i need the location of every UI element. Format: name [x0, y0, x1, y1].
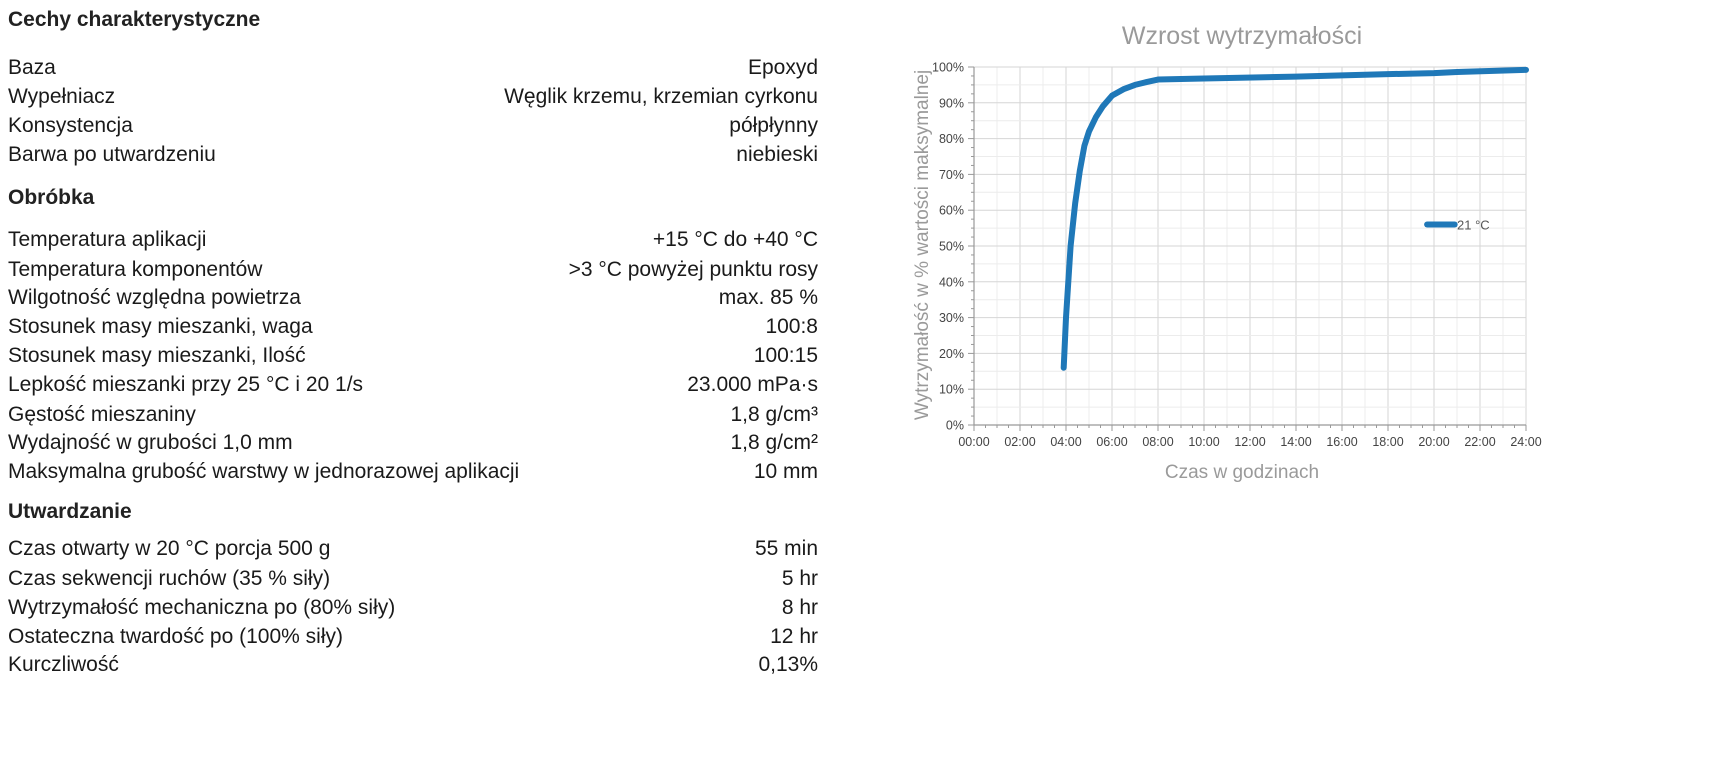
- property-row: Kurczliwość 0,13%: [8, 653, 818, 683]
- property-value: 10 mm: [753, 460, 818, 483]
- property-label: Temperatura komponentów: [8, 258, 263, 281]
- property-label: Wydajność w grubości 1,0 mm: [8, 431, 293, 454]
- y-tick-label: 90%: [939, 96, 964, 110]
- property-row: Temperatura komponentów >3 °C powyżej pun…: [8, 258, 818, 288]
- property-value: >3 °C powyżej punktu rosy: [568, 258, 818, 281]
- x-tick-label: 00:00: [958, 435, 989, 449]
- property-value: 5 hr: [781, 567, 818, 590]
- series-line: [1060, 66, 1529, 371]
- property-label: Kurczliwość: [8, 653, 119, 676]
- property-value: 23.000 mPa·s: [687, 373, 818, 396]
- property-row: Wilgotność względna powietrza max. 85 %: [8, 286, 818, 316]
- property-value: półpłynny: [729, 114, 818, 137]
- property-row: Wypełniacz Węglik krzemu, krzemian cyrkon…: [8, 85, 818, 115]
- property-label: Wytrzymałość mechaniczna po (80% siły): [8, 596, 396, 619]
- property-value: 0,13%: [758, 653, 818, 676]
- property-value: max. 85 %: [718, 286, 818, 309]
- property-row: Stosunek masy mieszanki, Ilość 100:15: [8, 344, 818, 374]
- y-axis-label: Wytrzymałość w % wartości maksymalnej: [912, 70, 933, 420]
- chart-legend: 21 °C: [1424, 218, 1490, 233]
- property-label: Barwa po utwardzeniu: [8, 143, 216, 166]
- property-row: Baza Epoxyd: [8, 56, 818, 86]
- property-row: Gęstość mieszaniny 1,8 g/cm³: [8, 403, 818, 433]
- property-row: Czas sekwencji ruchów (35 % siły) 5 hr: [8, 567, 818, 597]
- x-tick-label: 24:00: [1510, 435, 1541, 449]
- legend-label: 21 °C: [1457, 218, 1490, 233]
- property-label: Stosunek masy mieszanki, Ilość: [8, 344, 306, 367]
- property-row: Konsystencja półpłynny: [8, 114, 818, 144]
- property-label: Wilgotność względna powietrza: [8, 286, 301, 309]
- property-value: 1,8 g/cm²: [730, 431, 818, 454]
- property-label: Gęstość mieszaniny: [8, 403, 196, 426]
- x-tick-label: 16:00: [1326, 435, 1357, 449]
- chart-grid: [973, 66, 1527, 426]
- property-row: Wytrzymałość mechaniczna po (80% siły) 8 …: [8, 596, 818, 626]
- property-value: 8 hr: [781, 596, 818, 619]
- y-tick-label: 0%: [946, 419, 964, 433]
- x-tick-label: 12:00: [1234, 435, 1265, 449]
- y-tick-label: 60%: [939, 204, 964, 218]
- chart-tick-labels: 00:00 02:00 04:00 06:00 08:00 10:00 12:00 14:00…: [932, 61, 1542, 450]
- x-tick-label: 04:00: [1050, 435, 1081, 449]
- x-tick-label: 10:00: [1188, 435, 1219, 449]
- section-title: Utwardzanie: [8, 500, 132, 523]
- section-title: Obróbka: [8, 186, 95, 209]
- x-tick-label: 20:00: [1418, 435, 1449, 449]
- property-label: Temperatura aplikacji: [8, 228, 207, 251]
- property-value: Węglik krzemu, krzemian cyrkonu: [504, 85, 818, 108]
- property-value: 100:8: [765, 315, 818, 338]
- property-value: 100:15: [753, 344, 818, 367]
- y-tick-label: 40%: [939, 275, 964, 289]
- property-row: Ostateczna twardość po (100% siły) 12 hr: [8, 625, 818, 655]
- chart-title: Wzrost wytrzymałości: [1122, 22, 1362, 50]
- chart-svg: Wzrost wytrzymałości 00:00 02:00 04:00 06:0…: [912, 22, 1542, 483]
- chart-axes: [968, 66, 1527, 431]
- y-tick-label: 10%: [939, 383, 964, 397]
- x-axis-label: Czas w godzinach: [1165, 462, 1319, 483]
- property-label: Konsystencja: [8, 114, 133, 137]
- property-row: Czas otwarty w 20 °C porcja 500 g 55 min: [8, 537, 818, 567]
- y-tick-label: 50%: [939, 240, 964, 254]
- property-value: 55 min: [754, 537, 818, 560]
- property-label: Baza: [8, 56, 56, 79]
- property-label: Wypełniacz: [8, 85, 116, 108]
- property-label: Stosunek masy mieszanki, waga: [8, 315, 313, 338]
- property-label: Maksymalna grubość warstwy w jednorazowe…: [8, 460, 520, 483]
- property-value: 1,8 g/cm³: [730, 403, 818, 426]
- property-row: Temperatura aplikacji +15 °C do +40 °C: [8, 228, 818, 258]
- property-value: +15 °C do +40 °C: [652, 228, 818, 251]
- x-tick-label: 08:00: [1142, 435, 1173, 449]
- x-tick-label: 22:00: [1464, 435, 1495, 449]
- chart-series: [1060, 66, 1529, 371]
- y-tick-label: 30%: [939, 311, 964, 325]
- property-row: Maksymalna grubość warstwy w jednorazowe…: [8, 460, 818, 490]
- property-label: Ostateczna twardość po (100% siły): [8, 625, 343, 648]
- property-label: Czas sekwencji ruchów (35 % siły): [8, 567, 331, 590]
- x-tick-label: 06:00: [1096, 435, 1127, 449]
- property-row: Lepkość mieszanki przy 25 °C i 20 1/s 23.…: [8, 373, 818, 403]
- property-label: Lepkość mieszanki przy 25 °C i 20 1/s: [8, 373, 364, 396]
- strength-chart: Wzrost wytrzymałości 00:00 02:00 04:00 06:0…: [880, 0, 1726, 560]
- y-tick-label: 80%: [939, 132, 964, 146]
- property-row: Wydajność w grubości 1,0 mm 1,8 g/cm²: [8, 431, 818, 461]
- property-row: Stosunek masy mieszanki, waga 100:8: [8, 315, 818, 345]
- property-value: niebieski: [736, 143, 818, 166]
- property-value: Epoxyd: [747, 56, 818, 79]
- property-value: 12 hr: [770, 625, 818, 648]
- property-row: Barwa po utwardzeniu niebieski: [8, 143, 818, 173]
- y-tick-label: 20%: [939, 347, 964, 361]
- y-tick-label: 100%: [932, 61, 964, 75]
- x-tick-label: 02:00: [1004, 435, 1035, 449]
- section-title: Cechy charakterystyczne: [8, 8, 261, 31]
- x-tick-label: 18:00: [1372, 435, 1403, 449]
- property-label: Czas otwarty w 20 °C porcja 500 g: [8, 537, 331, 560]
- y-tick-label: 70%: [939, 168, 964, 182]
- x-tick-label: 14:00: [1280, 435, 1311, 449]
